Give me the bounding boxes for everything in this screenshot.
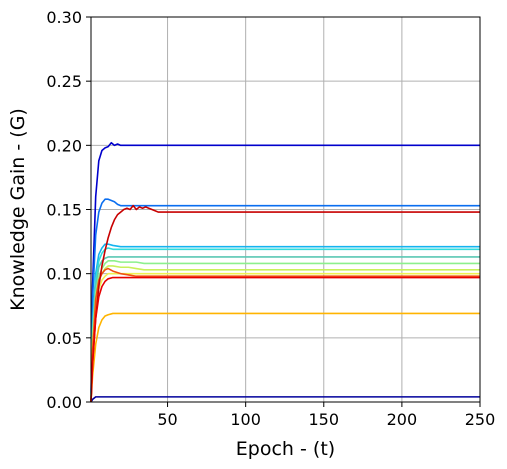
series-line <box>90 276 480 403</box>
x-tick-label: 200 <box>387 410 418 429</box>
series-line <box>90 312 480 403</box>
series-line <box>90 260 480 403</box>
y-tick-label: 0.00 <box>46 393 82 412</box>
series-line <box>90 198 480 403</box>
x-axis-label: Epoch - (t) <box>236 438 335 460</box>
y-tick-label: 0.05 <box>46 329 82 348</box>
axis-ticks: 50 100 150 200 250 0.00 0.05 0.10 0.15 0.20 0.25 0.… <box>46 8 495 429</box>
series-line <box>90 141 480 403</box>
series-line <box>90 204 480 403</box>
y-tick-label: 0.25 <box>46 72 82 91</box>
y-axis-label: Knowledge Gain - (G) <box>7 108 29 311</box>
x-tick-label: 250 <box>465 410 496 429</box>
y-tick-label: 0.10 <box>46 265 82 284</box>
series-line <box>90 267 480 403</box>
y-tick-label: 0.30 <box>46 8 82 27</box>
y-tick-label: 0.15 <box>46 201 82 220</box>
series-group <box>90 141 480 403</box>
x-tick-label: 150 <box>309 410 340 429</box>
y-tick-label: 0.20 <box>46 136 82 155</box>
x-tick-label: 50 <box>157 410 177 429</box>
x-tick-label: 100 <box>230 410 261 429</box>
series-line <box>90 396 480 403</box>
